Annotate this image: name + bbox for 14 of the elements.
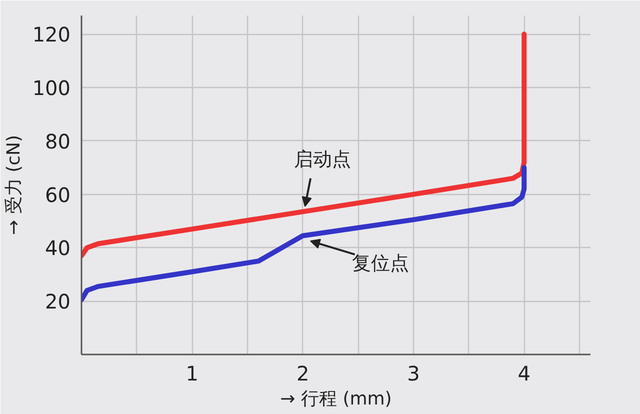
y-tick-label: 100 [32,76,71,100]
y-tick-label: 80 [45,129,71,154]
y-tick-label: 120 [32,22,71,47]
x-tick-label: 2 [296,362,310,386]
x-tick-label: 3 [407,362,420,386]
y-tick-label: 60 [45,182,71,207]
x-axis-title: → 行程 (mm) [280,388,392,410]
y-tick-label: 40 [45,236,71,260]
x-tick-label: 1 [186,362,199,386]
annotation: 启动点 [294,148,352,171]
y-axis-title: → 受力 (cN) [3,135,24,235]
annotation: 复位点 [352,252,409,275]
x-tick-label: 4 [518,362,530,386]
y-tick-label: 20 [45,290,71,314]
